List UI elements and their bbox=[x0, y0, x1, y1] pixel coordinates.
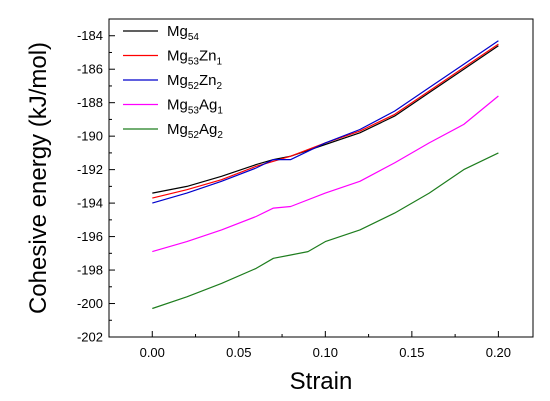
y-tick-label: -196 bbox=[77, 229, 103, 244]
y-tick-label: -192 bbox=[77, 162, 103, 177]
y-tick-label: -186 bbox=[77, 62, 103, 77]
x-tick-label: 0.00 bbox=[140, 345, 165, 360]
plot-frame bbox=[108, 18, 534, 338]
series-line-1 bbox=[152, 43, 499, 199]
series-line-2 bbox=[152, 40, 499, 204]
legend-label-4: Mg52Ag2 bbox=[167, 121, 223, 141]
y-tick-label: -198 bbox=[77, 263, 103, 278]
y-tick-label: -184 bbox=[77, 28, 103, 43]
legend-label-2: Mg52Zn2 bbox=[167, 72, 222, 92]
legend-label-0: Mg54 bbox=[167, 23, 199, 43]
series-lines bbox=[152, 40, 499, 310]
x-tick-label: 0.05 bbox=[226, 345, 251, 360]
legend-label-3: Mg53Ag1 bbox=[167, 97, 223, 117]
x-axis-title: Strain bbox=[290, 368, 353, 395]
series-line-4 bbox=[152, 152, 499, 310]
y-axis-title: Cohesive energy (kJ/mol) bbox=[25, 42, 52, 314]
y-tick-label: -202 bbox=[77, 330, 103, 345]
y-tick-label: -200 bbox=[77, 296, 103, 311]
y-axis-ticks: -184 -186 -188 -190 -192 -194 -196 -198 -200 -202 bbox=[77, 28, 115, 345]
y-tick-label: -194 bbox=[77, 196, 103, 211]
y-tick-label: -190 bbox=[77, 129, 103, 144]
y-tick-label: -188 bbox=[77, 95, 103, 110]
series-line-0 bbox=[152, 45, 499, 194]
series-line-3 bbox=[152, 95, 499, 253]
x-tick-label: 0.10 bbox=[313, 345, 338, 360]
x-axis-ticks: 0.00 0.05 0.10 0.15 0.20 bbox=[140, 331, 511, 360]
legend: Mg54 Mg53Zn1 Mg52Zn2 Mg53Ag1 Mg52Ag2 bbox=[123, 23, 223, 141]
x-tick-label: 0.15 bbox=[399, 345, 424, 360]
legend-label-1: Mg53Zn1 bbox=[167, 48, 222, 68]
x-tick-label: 0.20 bbox=[486, 345, 511, 360]
